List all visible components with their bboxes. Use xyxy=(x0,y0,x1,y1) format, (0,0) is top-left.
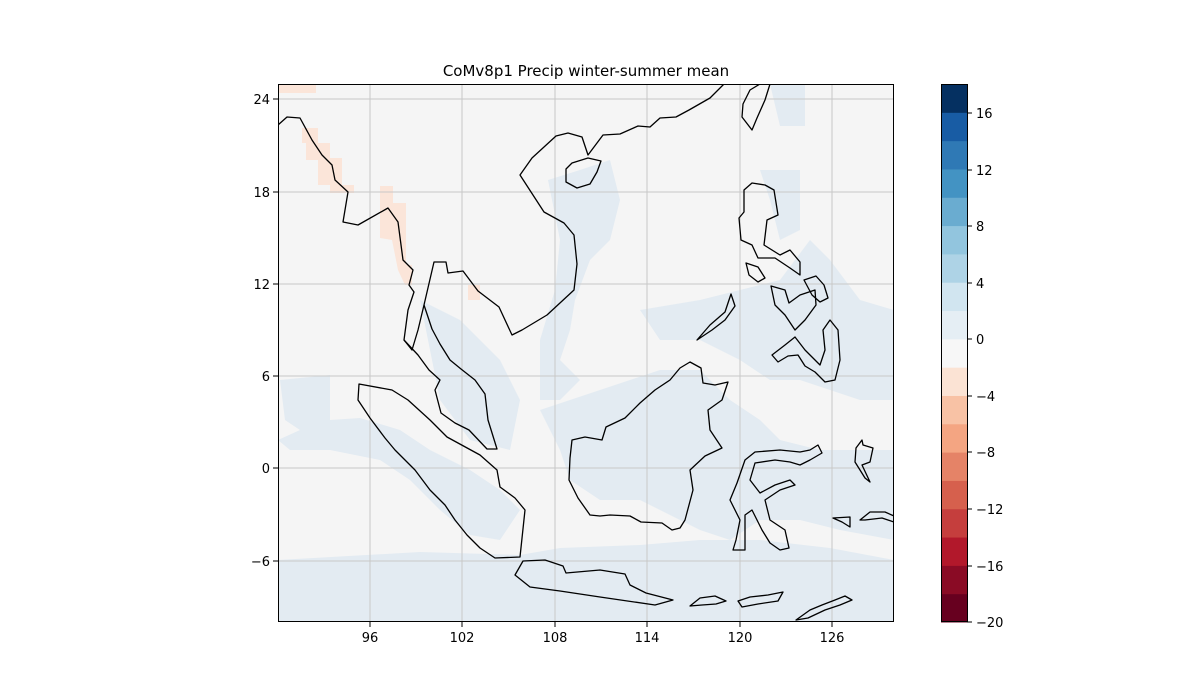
mainland-asia-coast xyxy=(278,84,725,351)
lon-tick-label: 120 xyxy=(728,631,753,646)
colorbar-segment xyxy=(941,508,968,538)
colorbar-segment xyxy=(941,310,968,340)
borneo-coast xyxy=(568,361,729,531)
latitude-tick-labels: 24 18 12 6 0 −6 xyxy=(251,93,270,570)
colorbar-segment xyxy=(941,338,968,368)
lon-tick-label: 114 xyxy=(635,631,660,646)
lat-tick-label: 6 xyxy=(262,370,270,385)
colorbar-tick-label: 4 xyxy=(976,277,984,292)
lon-tick-label: 126 xyxy=(820,631,845,646)
longitude-tick-marks xyxy=(369,622,833,627)
lat-tick-label: 18 xyxy=(253,186,270,201)
latitude-tick-marks xyxy=(273,98,278,562)
lon-tick-label: 96 xyxy=(362,631,379,646)
colorbar: 16 12 8 4 0 −4 −8 −12 −16 −20 xyxy=(941,84,1003,631)
colorbar-tick-label: −16 xyxy=(976,560,1003,575)
colorbar-tick-label: −20 xyxy=(976,616,1003,631)
lat-tick-label: 24 xyxy=(253,93,270,108)
taiwan-coast xyxy=(741,84,771,131)
palawan-coast xyxy=(696,293,736,341)
colorbar-segment xyxy=(941,140,968,170)
visayas-coast xyxy=(770,285,817,331)
colorbar-tick-label: 16 xyxy=(976,107,993,122)
colorbar-segment xyxy=(941,282,968,312)
philippines-north-islands xyxy=(803,275,829,303)
east-island-chain xyxy=(832,516,851,528)
colorbar-tick-marks xyxy=(967,112,972,623)
coastlines xyxy=(278,84,894,621)
lon-tick-label: 102 xyxy=(450,631,475,646)
mindanao-coast xyxy=(771,319,841,383)
lesser-sunda-islands xyxy=(689,591,853,621)
colorbar-segment xyxy=(941,395,968,425)
sumatra-coast xyxy=(357,383,526,559)
colorbar-frame xyxy=(941,84,968,622)
lat-tick-label: 0 xyxy=(262,462,270,477)
colorbar-segment xyxy=(941,593,968,623)
colorbar-segment xyxy=(941,84,968,113)
colorbar-segment xyxy=(941,225,968,255)
colorbar-tick-label: 12 xyxy=(976,164,993,179)
sulawesi-coast xyxy=(729,444,823,551)
map-frame xyxy=(278,84,894,622)
map-title: CoMv8p1 Precip winter-summer mean xyxy=(443,62,729,80)
lon-tick-label: 108 xyxy=(543,631,568,646)
longitude-tick-labels: 96 102 108 114 120 126 xyxy=(362,631,845,646)
colorbar-tick-label: −4 xyxy=(976,390,995,405)
new-guinea-edge xyxy=(859,511,894,523)
lat-tick-label: −6 xyxy=(251,555,270,570)
colorbar-segment xyxy=(941,480,968,510)
colorbar-segment xyxy=(941,423,968,453)
malay-peninsula-coast xyxy=(403,304,498,450)
colorbar-tick-label: −12 xyxy=(976,503,1003,518)
colorbar-segments xyxy=(941,84,968,623)
lat-lon-gridlines xyxy=(278,84,894,622)
colorbar-segment xyxy=(941,168,968,198)
colorbar-tick-labels: 16 12 8 4 0 −4 −8 −12 −16 −20 xyxy=(976,107,1003,631)
hainan-coast xyxy=(565,157,602,189)
colorbar-segment xyxy=(941,197,968,227)
lat-tick-label: 12 xyxy=(253,278,270,293)
colorbar-segment xyxy=(941,253,968,283)
luzon-coast xyxy=(738,182,801,276)
java-coast xyxy=(514,559,674,606)
colorbar-segment xyxy=(941,367,968,396)
colorbar-segment xyxy=(941,565,968,595)
map-panel xyxy=(278,84,894,622)
halmahera-coast xyxy=(854,439,874,483)
colorbar-tick-label: 8 xyxy=(976,220,984,235)
colorbar-tick-label: 0 xyxy=(976,333,984,348)
colorbar-segment xyxy=(941,112,968,142)
colorbar-segment xyxy=(941,452,968,481)
mindoro-coast xyxy=(745,262,766,283)
colorbar-tick-label: −8 xyxy=(976,446,995,461)
colorbar-segment xyxy=(941,537,968,566)
